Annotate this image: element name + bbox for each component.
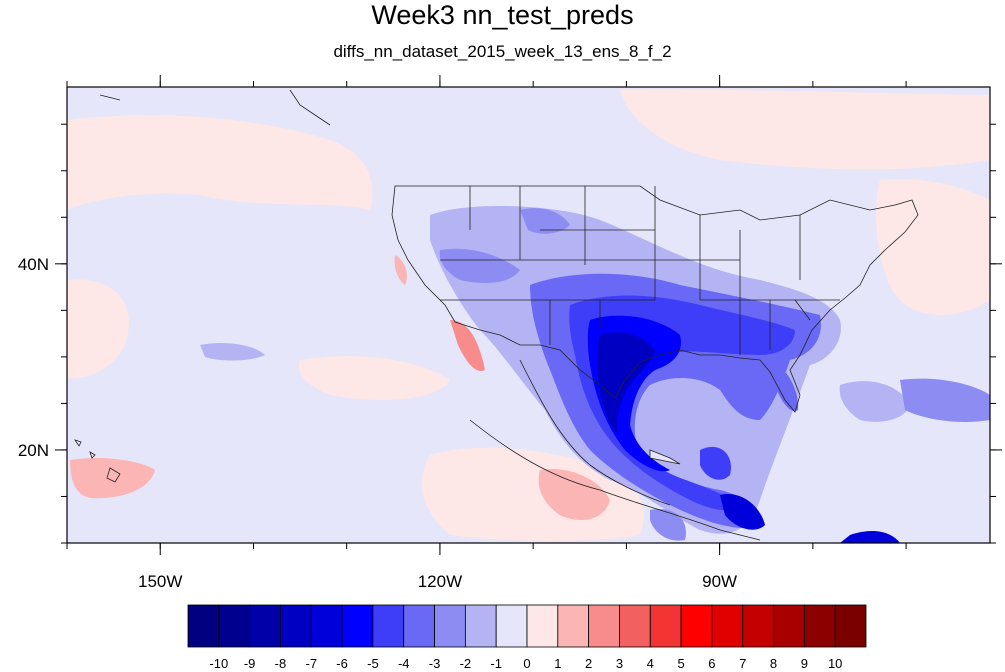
anomaly-region-negative (900, 378, 990, 422)
colorbar-label: 6 (708, 656, 715, 671)
axis-labels: 150W 120W 90W 40N 20N (18, 255, 737, 591)
colorbar-label: 5 (677, 656, 684, 671)
coastline-boundaries (99, 89, 919, 541)
axis-ticks (55, 75, 1002, 555)
colorbar-label: 7 (739, 656, 746, 671)
anomaly-region-negative (720, 494, 765, 530)
colorbar-swatch (834, 604, 867, 648)
colorbar-label: -9 (244, 656, 256, 671)
colorbar-label: 0 (523, 656, 530, 671)
colorbar-label: -8 (275, 656, 287, 671)
anomaly-region-positive (620, 89, 990, 170)
colorbar-swatch (218, 604, 251, 648)
colorbar-swatch (464, 604, 497, 648)
colorbar-swatch (803, 604, 836, 648)
colorbar-swatch (187, 604, 220, 648)
colorbar-label: -5 (367, 656, 379, 671)
colorbar-swatch (649, 604, 682, 648)
anomaly-region-negative (439, 248, 520, 283)
anomaly-region-negative (520, 208, 570, 234)
x-tick-label: 120W (418, 572, 462, 591)
anomaly-region-negative (650, 509, 686, 541)
colorbar-label: 10 (828, 656, 842, 671)
colorbar-swatch (495, 604, 528, 648)
colorbar-labels: -10 -9 -8 -7 -6 -5 -4 -3 -2 -1 0 1 2 3 4 5 6 7 8 9 10 (209, 656, 842, 671)
colorbar-swatch (403, 604, 435, 648)
colorbar-label: -3 (429, 656, 441, 671)
anomaly-region-positive (538, 469, 610, 520)
colorbar-label: -7 (305, 656, 317, 671)
colorbar-swatch (526, 604, 559, 648)
colorbar-swatch (711, 604, 744, 648)
colorbar-swatch (372, 604, 405, 648)
colorbar-label: 9 (801, 656, 808, 671)
y-tick-label: 40N (18, 255, 49, 274)
map-title: Week3 nn_test_preds (371, 0, 634, 30)
colorbar-label: -10 (209, 656, 228, 671)
plot-frame (66, 86, 991, 544)
colorbar-label: -2 (460, 656, 472, 671)
colorbar-label: 1 (554, 656, 561, 671)
anomaly-region-negative (596, 332, 655, 435)
anomaly-region-negative (839, 381, 910, 422)
anomaly-region-positive (67, 115, 373, 210)
anomaly-region-positive (67, 279, 129, 379)
colorbar-label: -4 (398, 656, 410, 671)
anomaly-region-positive (876, 179, 990, 315)
anomaly-region-negative (770, 360, 799, 411)
anomaly-region-positive (450, 320, 485, 371)
colorbar-swatch (773, 604, 805, 648)
colorbar-swatch (557, 604, 590, 648)
anomaly-region-positive (298, 356, 450, 400)
y-tick-label: 20N (18, 441, 49, 460)
colorbar-label: 3 (616, 656, 623, 671)
colorbar-swatch (249, 604, 281, 648)
map-subtitle: diffs_nn_dataset_2015_week_13_ens_8_f_2 (333, 42, 672, 61)
anomaly-region-positive (394, 255, 407, 285)
colorbar-swatch (310, 604, 343, 648)
colorbar-swatch (280, 604, 312, 648)
colorbar-swatch (680, 604, 713, 648)
x-tick-label: 150W (138, 572, 182, 591)
colorbar-swatch (619, 604, 651, 648)
colorbar-label: -6 (336, 656, 348, 671)
colorbar-label: 2 (585, 656, 592, 671)
anomaly-field (67, 89, 990, 543)
colorbar-label: -1 (490, 656, 502, 671)
anomaly-region-negative (840, 531, 900, 543)
colorbar-swatch (588, 604, 620, 648)
x-tick-label: 90W (702, 572, 737, 591)
anomaly-region-negative (200, 343, 265, 361)
anomaly-region-negative (700, 446, 731, 480)
colorbar-swatch (742, 604, 774, 648)
colorbar-swatch (341, 604, 374, 648)
colorbar-label: 8 (770, 656, 777, 671)
colorbar (187, 604, 867, 648)
colorbar-label: 4 (647, 656, 654, 671)
colorbar-swatch (434, 604, 466, 648)
islands (74, 439, 681, 483)
